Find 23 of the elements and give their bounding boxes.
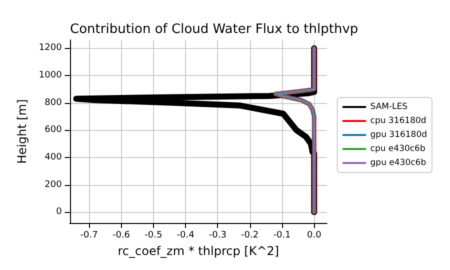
y-tick-label: 1200 [38,43,62,54]
y-tick-label: 0 [56,207,62,218]
x-tick-label: 0.0 [306,230,322,240]
y-tick-label: 1000 [38,70,62,81]
x-tick-label: -0.6 [112,230,130,240]
legend-label: gpu 316180d [370,130,428,140]
x-tick-label: -0.5 [144,230,162,240]
x-tick-label: -0.1 [273,230,291,240]
legend-label: SAM-LES [370,102,408,112]
legend-label: gpu e430c6b [370,158,426,168]
chart-title: Contribution of Cloud Water Flux to thlpthvp [70,22,358,37]
y-tick-label: 200 [44,180,62,190]
x-tick-label: -0.4 [176,230,195,240]
x-tick-label: -0.7 [80,230,98,240]
x-tick-label: -0.2 [241,230,259,240]
x-tick-label: -0.3 [208,230,226,240]
x-axis-title: rc_coef_zm * thlprcp [K^2] [118,244,280,258]
y-tick-label: 800 [44,98,62,108]
legend-label: cpu e430c6b [370,144,426,154]
y-tick-label: 600 [44,125,62,136]
y-axis-title: Height [m] [15,99,29,164]
y-tick-label: 400 [44,152,62,162]
legend-label: cpu 316180d [370,116,426,126]
